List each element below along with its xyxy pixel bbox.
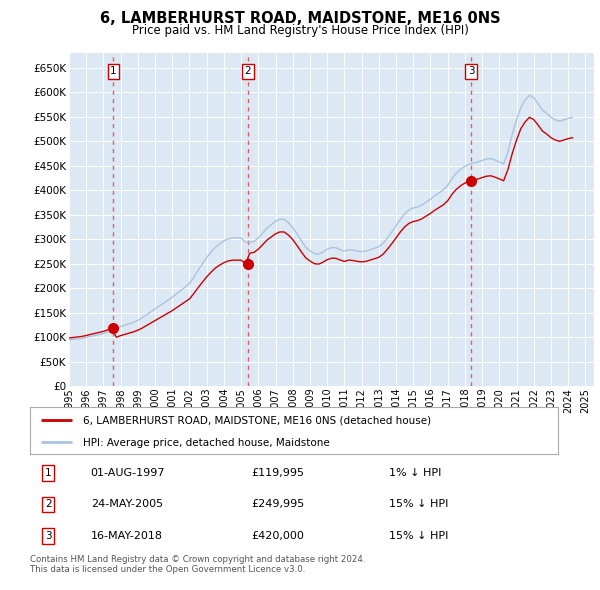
Text: £249,995: £249,995 [251, 500, 304, 509]
Text: 2: 2 [45, 500, 52, 509]
Text: 16-MAY-2018: 16-MAY-2018 [91, 530, 163, 540]
Text: 3: 3 [45, 530, 52, 540]
Text: Price paid vs. HM Land Registry's House Price Index (HPI): Price paid vs. HM Land Registry's House … [131, 24, 469, 37]
Text: HPI: Average price, detached house, Maidstone: HPI: Average price, detached house, Maid… [83, 438, 329, 447]
Text: 24-MAY-2005: 24-MAY-2005 [91, 500, 163, 509]
Text: 15% ↓ HPI: 15% ↓ HPI [389, 500, 448, 509]
Text: 2: 2 [245, 67, 251, 77]
Text: 6, LAMBERHURST ROAD, MAIDSTONE, ME16 0NS: 6, LAMBERHURST ROAD, MAIDSTONE, ME16 0NS [100, 11, 500, 25]
Text: 3: 3 [468, 67, 475, 77]
Text: 1: 1 [110, 67, 117, 77]
Text: 6, LAMBERHURST ROAD, MAIDSTONE, ME16 0NS (detached house): 6, LAMBERHURST ROAD, MAIDSTONE, ME16 0NS… [83, 415, 431, 425]
Text: £420,000: £420,000 [251, 530, 304, 540]
Text: £119,995: £119,995 [251, 468, 304, 478]
Text: 1: 1 [45, 468, 52, 478]
Text: 01-AUG-1997: 01-AUG-1997 [91, 468, 165, 478]
Text: 1% ↓ HPI: 1% ↓ HPI [389, 468, 441, 478]
Text: 15% ↓ HPI: 15% ↓ HPI [389, 530, 448, 540]
Text: Contains HM Land Registry data © Crown copyright and database right 2024.
This d: Contains HM Land Registry data © Crown c… [30, 555, 365, 574]
